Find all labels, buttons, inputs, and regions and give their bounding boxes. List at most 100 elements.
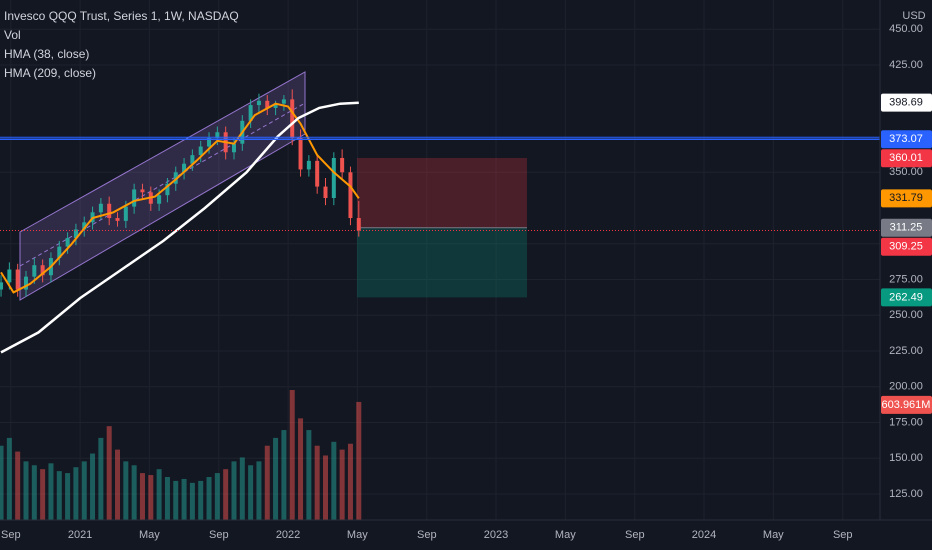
volume-bar	[306, 430, 312, 520]
price-tag	[881, 149, 932, 168]
level-lines	[0, 136, 880, 232]
y-tick-label: 200.00	[889, 381, 923, 393]
price-axis	[880, 0, 932, 550]
x-tick-label: Sep	[833, 529, 853, 541]
volume-bar	[106, 426, 112, 520]
candle-body	[231, 143, 236, 153]
candle-body	[65, 238, 70, 247]
y-tick-label: 125.00	[889, 488, 923, 500]
price-tag	[881, 218, 932, 237]
volume-bar	[73, 467, 79, 520]
legend-volume: Vol	[4, 28, 21, 42]
candle-body	[57, 246, 62, 259]
volume-bar	[256, 461, 262, 520]
volume-bar	[173, 480, 179, 520]
volume-bar	[40, 469, 46, 520]
y-tick-label: 225.00	[889, 345, 923, 357]
volume-bar	[15, 451, 21, 520]
volume-bar	[123, 461, 129, 520]
volume-bar	[223, 469, 229, 520]
candle-body	[173, 172, 178, 184]
volume-bar	[31, 465, 37, 520]
candle-body	[115, 218, 120, 221]
candle-body	[273, 103, 278, 108]
volume-bar	[198, 480, 204, 520]
volume-bar	[90, 453, 96, 520]
price-tags: 398.69 373.07 360.01 331.79 311.25 309.25 262.…	[881, 93, 932, 414]
candle-body	[331, 157, 336, 199]
legend-title: Invesco QQQ Trust, Series 1, 1W, NASDAQ	[4, 9, 239, 23]
volume-bar	[323, 455, 329, 520]
volume-pane	[0, 390, 362, 520]
volume-bar	[0, 445, 4, 520]
candle-body	[323, 186, 328, 199]
stop-zone	[357, 157, 527, 228]
price-tag	[881, 288, 932, 307]
volume-tag	[881, 395, 932, 414]
x-tick-label: 2023	[484, 529, 508, 541]
candle-body	[82, 222, 87, 230]
volume-bar	[181, 478, 187, 520]
candle-body	[157, 195, 162, 204]
candle-body	[256, 100, 261, 106]
volume-bar	[131, 465, 137, 520]
price-tag-label: 331.79	[889, 192, 923, 204]
candle-body	[40, 265, 45, 276]
currency: USD	[902, 10, 925, 22]
volume-bar	[314, 445, 320, 520]
legend-hma38: HMA (38, close)	[4, 47, 89, 61]
volume-bar	[331, 441, 337, 520]
price-tag-label: 309.25	[889, 241, 923, 253]
volume-bar	[347, 443, 353, 520]
price-tag-label: 373.07	[889, 133, 923, 145]
x-tick-label: Sep	[625, 529, 645, 541]
volume-bar	[48, 463, 54, 520]
volume-bar	[264, 445, 270, 520]
candle-body	[32, 265, 37, 277]
grid	[0, 0, 880, 520]
x-tick-label: 2024	[692, 529, 716, 541]
x-tick-label: 2021	[68, 529, 92, 541]
y-tick-label: 175.00	[889, 416, 923, 428]
y-tick-label: 450.00	[889, 23, 923, 35]
volume-bar	[356, 401, 362, 520]
y-tick-label: 150.00	[889, 452, 923, 464]
volume-bar	[115, 449, 121, 520]
candle-body	[356, 218, 361, 231]
y-tick-label: 350.00	[889, 166, 923, 178]
volume-bar	[214, 473, 220, 520]
parallel-channel	[19, 71, 306, 301]
candle-body	[215, 132, 220, 138]
candle-body	[298, 137, 303, 170]
candle-body	[140, 189, 145, 193]
candle-body	[281, 99, 286, 104]
x-tick-label: May	[555, 529, 576, 541]
position-boxes	[357, 157, 527, 298]
channel-midline	[19, 102, 306, 267]
candle-body	[198, 146, 203, 156]
price-tag	[881, 130, 932, 149]
volume-bar	[298, 418, 304, 520]
volume-bar	[6, 437, 12, 520]
price-tag	[881, 189, 932, 208]
candle-body	[23, 276, 28, 290]
candle-body	[165, 183, 170, 196]
x-tick-label: Sep	[1, 529, 21, 541]
y-tick-label: 425.00	[889, 59, 923, 71]
y-tick-label: 275.00	[889, 273, 923, 285]
axis-labels: 125.00 150.00 175.00 200.00 225.00 250.00 275.…	[1, 23, 923, 541]
x-tick-label: May	[347, 529, 368, 541]
candle-body	[98, 203, 103, 213]
legend-hma209: HMA (209, close)	[4, 66, 96, 80]
candle-body	[132, 189, 137, 207]
volume-bar	[164, 476, 170, 520]
x-tick-label: May	[139, 529, 160, 541]
volume-bar	[273, 437, 279, 520]
candle-body	[190, 155, 195, 164]
x-tick-label: 2022	[276, 529, 300, 541]
volume-bar	[189, 482, 195, 520]
price-tag-label: 398.69	[889, 97, 923, 109]
candle-body	[15, 269, 20, 290]
volume-bar	[231, 461, 237, 520]
